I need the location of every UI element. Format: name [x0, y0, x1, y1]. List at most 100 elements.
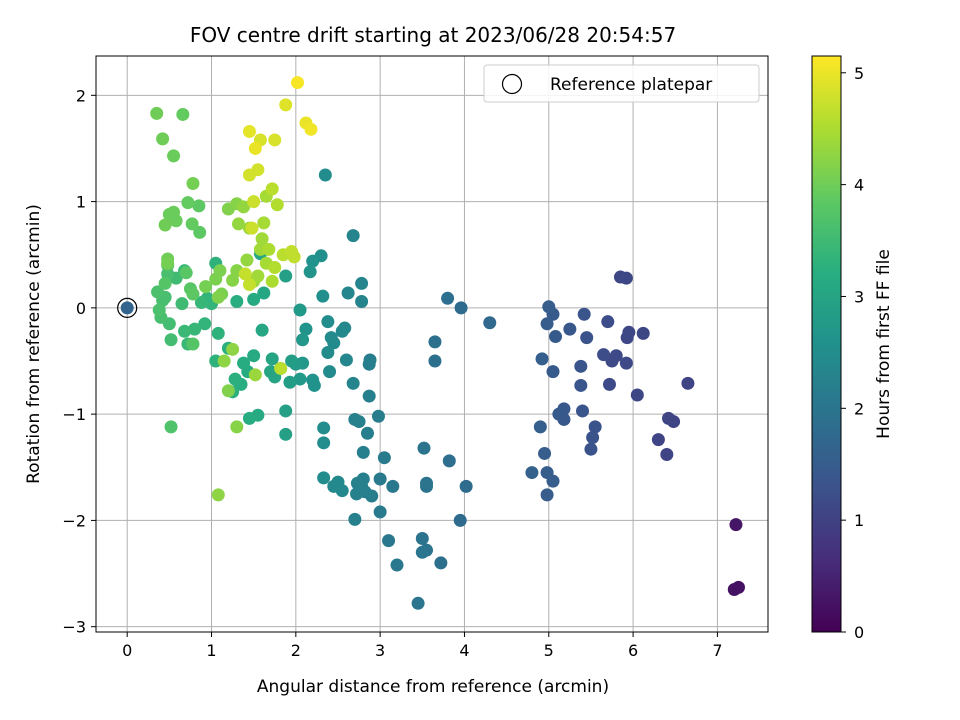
- scatter-point: [660, 448, 674, 462]
- y-tick-label: 1: [76, 193, 86, 212]
- scatter-point: [350, 487, 364, 501]
- scatter-point: [176, 107, 190, 121]
- scatter-point: [525, 466, 539, 480]
- scatter-point: [542, 300, 556, 314]
- scatter-point: [158, 218, 172, 232]
- scatter-point: [434, 556, 448, 570]
- scatter-point: [161, 256, 175, 270]
- scatter-point: [251, 163, 265, 177]
- scatter-point: [355, 294, 369, 308]
- scatter-point: [211, 488, 225, 502]
- scatter-point: [390, 558, 404, 572]
- scatter-point: [417, 441, 431, 455]
- scatter-point: [729, 518, 743, 532]
- scatter-point: [540, 466, 554, 480]
- scatter-point: [237, 356, 251, 370]
- scatter-point: [355, 276, 369, 290]
- scatter-point: [296, 333, 310, 347]
- x-tick-label: 7: [712, 641, 722, 660]
- scatter-point: [237, 200, 251, 214]
- scatter-point: [285, 354, 299, 368]
- scatter-point: [152, 303, 166, 317]
- legend-label: Reference platepar: [550, 75, 712, 95]
- y-tick-label: −1: [62, 405, 86, 424]
- scatter-point: [563, 322, 577, 336]
- scatter-point: [335, 324, 349, 338]
- scatter-point: [242, 124, 256, 138]
- scatter-point: [257, 286, 271, 300]
- scatter-point: [265, 352, 279, 366]
- y-axis-ticks: −3 −2 −1 0 1 2: [62, 86, 96, 637]
- scatter-point: [194, 296, 208, 310]
- scatter-point: [540, 317, 554, 331]
- scatter-point: [279, 427, 293, 441]
- scatter-point: [230, 420, 244, 434]
- scatter-point: [179, 266, 193, 280]
- scatter-point: [181, 196, 195, 210]
- colorbar-tick-label: 0: [854, 623, 864, 642]
- scatter-point: [238, 267, 252, 281]
- scatter-point: [221, 384, 235, 398]
- scatter-point: [360, 426, 374, 440]
- scatter-point: [255, 323, 269, 337]
- scatter-point: [483, 316, 497, 330]
- reference-point-layer: [117, 297, 138, 318]
- scatter-point: [228, 372, 242, 386]
- scatter-point: [574, 378, 588, 392]
- scatter-point: [213, 264, 227, 278]
- scatter-point: [291, 76, 305, 90]
- scatter-point: [552, 407, 566, 421]
- scatter-point: [264, 365, 278, 379]
- legend: Reference platepar: [483, 64, 760, 103]
- scatter-point: [270, 198, 284, 212]
- scatter-point: [324, 331, 338, 345]
- colorbar-tick-label: 1: [854, 511, 864, 530]
- scatter-point: [188, 322, 202, 336]
- scatter-point: [459, 479, 473, 493]
- scatter-point: [248, 368, 262, 382]
- scatter-point: [178, 324, 192, 338]
- scatter-point: [584, 442, 598, 456]
- scatter-point: [339, 353, 353, 367]
- scatter-point: [442, 454, 456, 468]
- scatter-point: [619, 271, 633, 285]
- x-tick-label: 6: [628, 641, 638, 660]
- colorbar: 0 1 2 3 4 5 Hours from first FF file: [811, 55, 894, 642]
- scatter-point: [540, 488, 554, 502]
- scatter-point: [577, 307, 591, 321]
- scatter-point: [268, 260, 282, 274]
- y-tick-label: 2: [76, 86, 86, 105]
- scatter-point: [549, 330, 563, 344]
- scatter-point: [175, 297, 189, 311]
- chart-title: FOV centre drift starting at 2023/06/28 …: [190, 23, 676, 47]
- data-points: [150, 76, 745, 610]
- plot-area: [95, 55, 769, 633]
- scatter-point: [262, 242, 276, 256]
- scatter-point: [230, 294, 244, 308]
- scatter-point: [350, 476, 364, 490]
- scatter-point: [576, 404, 590, 418]
- scatter-point: [317, 436, 331, 450]
- scatter-point: [279, 98, 293, 112]
- x-axis-ticks: 0 1 2 3 4 5 6 7: [122, 632, 723, 660]
- scatter-point: [356, 445, 370, 459]
- scatter-point: [162, 207, 176, 221]
- scatter-point: [681, 376, 695, 390]
- x-tick-label: 0: [122, 641, 132, 660]
- scatter-point: [306, 254, 320, 268]
- scatter-point: [156, 132, 170, 146]
- scatter-point: [211, 290, 225, 304]
- colorbar-tick-label: 3: [854, 287, 864, 306]
- scatter-point: [348, 512, 362, 526]
- scatter-point: [317, 471, 331, 485]
- y-tick-label: 0: [76, 299, 86, 318]
- scatter-point: [279, 269, 293, 283]
- scatter-point: [428, 335, 442, 349]
- scatter-point: [373, 505, 387, 519]
- scatter-point: [268, 133, 282, 147]
- colorbar-gradient: [811, 55, 842, 633]
- scatter-point: [636, 326, 650, 340]
- scatter-point: [574, 359, 588, 373]
- x-tick-label: 3: [375, 641, 385, 660]
- scatter-point: [151, 285, 165, 299]
